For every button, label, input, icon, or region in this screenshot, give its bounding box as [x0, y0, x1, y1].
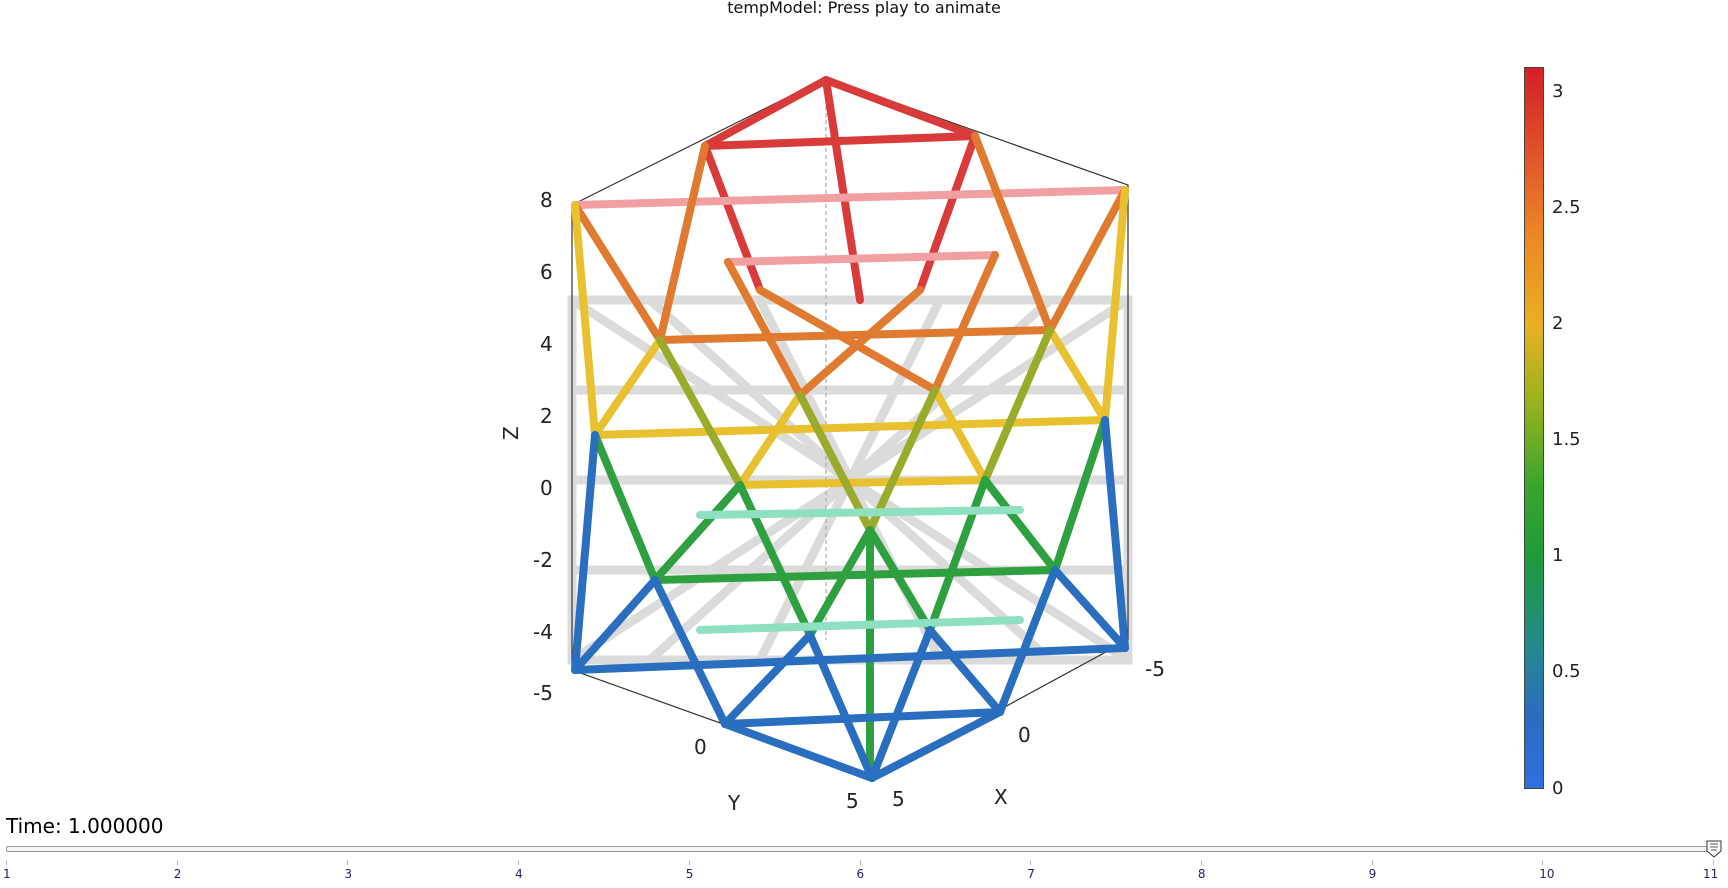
time-slider-tick-label: 7: [1027, 867, 1035, 881]
deformed-lattice: [571, 76, 1129, 782]
time-slider-tick-label: 2: [173, 867, 182, 881]
colorbar-tick: 2.5: [1552, 197, 1581, 218]
z-tick: -2: [533, 548, 553, 572]
z-tick: 8: [540, 188, 553, 212]
x-tick: 5: [892, 787, 905, 811]
time-slider-mark: [1542, 860, 1544, 865]
time-slider-tick-label: 1: [3, 867, 11, 881]
time-slider-mark: [1030, 860, 1032, 865]
time-slider-mark: [1713, 860, 1714, 865]
colorbar-tick: 0.5: [1552, 661, 1581, 682]
time-slider-mark: [1200, 860, 1202, 865]
y-tick: 5: [846, 789, 859, 813]
z-tick: 6: [540, 260, 553, 284]
time-slider-thumb[interactable]: [1706, 840, 1722, 858]
x-axis-label: X: [994, 785, 1008, 809]
z-tick: 4: [540, 332, 553, 356]
time-slider-mark: [859, 860, 861, 865]
time-slider-tick-label: 11: [1703, 867, 1719, 881]
colorbar-tick: 1.5: [1552, 429, 1581, 450]
time-slider-mark: [6, 860, 7, 865]
time-slider-tick-label: 5: [685, 867, 694, 881]
time-slider-mark: [518, 860, 520, 865]
time-slider-tick-label: 9: [1368, 867, 1377, 881]
colorbar-tick: 3: [1552, 81, 1564, 102]
time-slider-tick-label: 6: [856, 867, 865, 881]
colorbar-tick: 0: [1552, 778, 1564, 799]
plot-title: tempModel: Press play to animate: [727, 0, 1001, 17]
time-slider-mark: [688, 860, 690, 865]
time-slider-tick-label: 10: [1539, 867, 1555, 881]
time-slider-mark: [347, 860, 349, 865]
y-tick: 0: [694, 735, 707, 759]
time-slider-tick-label: 3: [344, 867, 353, 881]
z-axis-label: Z: [499, 426, 523, 440]
colorbar-tick: 1: [1552, 545, 1564, 566]
y-tick: -5: [533, 681, 553, 705]
x-tick: 0: [1018, 723, 1031, 747]
y-axis-label: Y: [727, 791, 741, 815]
z-tick: -4: [533, 620, 553, 644]
colorbar: [1524, 67, 1544, 789]
time-slider-tick-label: 8: [1197, 867, 1206, 881]
x-tick: -5: [1145, 657, 1165, 681]
time-slider-tick-label: 4: [515, 867, 523, 881]
time-label: Time: 1.000000: [6, 814, 164, 838]
time-slider-mark: [1371, 860, 1373, 865]
z-tick: 0: [540, 476, 553, 500]
colorbar-tick: 2: [1552, 313, 1564, 334]
time-slider-mark: [176, 860, 178, 865]
z-tick: 2: [540, 404, 553, 428]
time-slider[interactable]: [6, 846, 1718, 852]
